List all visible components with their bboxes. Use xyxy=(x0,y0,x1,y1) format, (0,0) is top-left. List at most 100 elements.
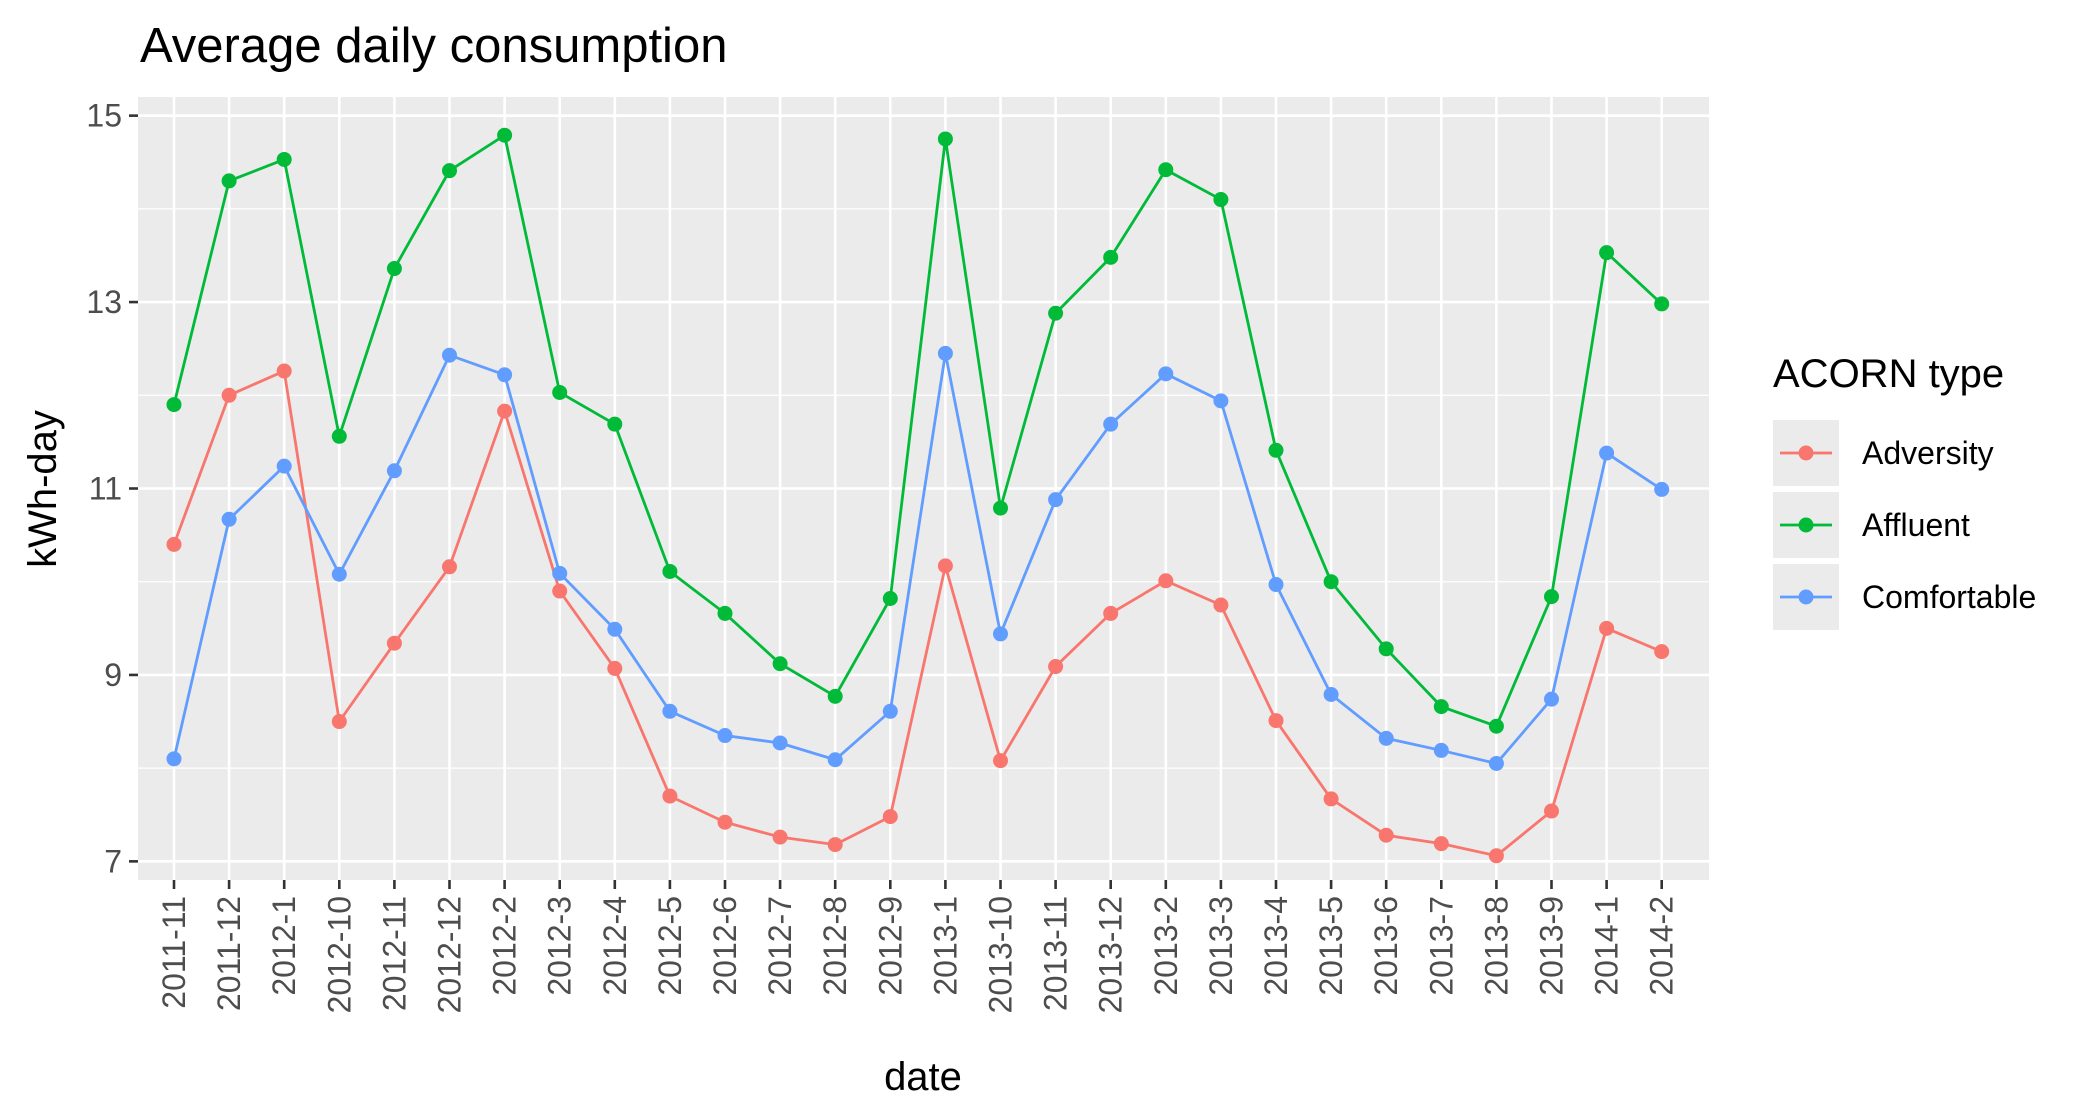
data-point-affluent xyxy=(717,605,733,621)
data-point-affluent xyxy=(1268,442,1284,458)
data-point-comfortable xyxy=(662,703,678,719)
data-point-adversity xyxy=(1378,827,1394,843)
x-axis: 2011-11 2011-12 2012-1 2012-10 2012-11 2012-1… xyxy=(156,880,1680,1013)
y-tick-label: 13 xyxy=(86,284,122,320)
x-tick-label: 2013-12 xyxy=(1093,896,1129,1013)
data-point-adversity xyxy=(1323,791,1339,807)
data-point-affluent xyxy=(1599,245,1615,261)
data-point-affluent xyxy=(497,127,513,143)
legend: ACORN type Adversity Affluent Comfortable xyxy=(1773,352,2036,630)
data-point-adversity xyxy=(276,363,292,379)
legend-label-comfortable: Comfortable xyxy=(1862,579,2036,615)
data-point-adversity xyxy=(1268,713,1284,729)
data-point-adversity xyxy=(331,714,347,730)
data-point-comfortable xyxy=(1599,445,1615,461)
data-point-adversity xyxy=(717,814,733,830)
data-point-affluent xyxy=(166,397,182,413)
x-tick-label: 2012-10 xyxy=(321,896,357,1013)
data-point-adversity xyxy=(937,558,953,574)
data-point-adversity xyxy=(386,635,402,651)
data-point-comfortable xyxy=(166,751,182,767)
data-point-comfortable xyxy=(1433,742,1449,758)
data-point-comfortable xyxy=(937,345,953,361)
data-point-adversity xyxy=(1654,644,1670,660)
data-point-comfortable xyxy=(1268,577,1284,593)
data-point-comfortable xyxy=(386,463,402,479)
x-tick-label: 2013-10 xyxy=(983,896,1019,1013)
data-point-affluent xyxy=(662,563,678,579)
data-point-adversity xyxy=(827,837,843,853)
x-tick-label: 2013-7 xyxy=(1423,896,1459,996)
x-tick-label: 2012-4 xyxy=(597,896,633,996)
x-tick-label: 2011-12 xyxy=(211,896,247,1011)
data-point-affluent xyxy=(276,151,292,167)
y-tick-label: 11 xyxy=(89,471,122,507)
series-comfortable xyxy=(166,345,1670,771)
data-point-affluent xyxy=(331,428,347,444)
data-point-affluent xyxy=(827,688,843,704)
legend-item-adversity: Adversity xyxy=(1773,420,1994,486)
data-point-comfortable xyxy=(1103,416,1119,432)
data-point-affluent xyxy=(386,261,402,277)
data-point-comfortable xyxy=(1213,393,1229,409)
data-point-comfortable xyxy=(1378,730,1394,746)
data-point-comfortable xyxy=(827,752,843,768)
x-tick-label: 2013-11 xyxy=(1038,896,1074,1011)
data-point-comfortable xyxy=(497,367,513,383)
data-point-comfortable xyxy=(221,511,237,527)
data-point-affluent xyxy=(1213,192,1229,208)
series-adversity xyxy=(166,363,1670,864)
data-point-affluent xyxy=(442,163,457,179)
x-tick-label: 2012-2 xyxy=(487,896,523,996)
x-tick-label: 2012-1 xyxy=(266,896,302,996)
data-point-comfortable xyxy=(1488,755,1504,771)
data-point-affluent xyxy=(1323,574,1339,590)
data-point-affluent xyxy=(552,384,568,400)
y-tick-label: 9 xyxy=(104,657,122,693)
data-point-adversity xyxy=(993,753,1008,769)
x-tick-label: 2013-5 xyxy=(1313,896,1349,996)
data-point-comfortable xyxy=(1654,481,1670,497)
data-point-affluent xyxy=(1488,718,1504,734)
data-point-adversity xyxy=(166,536,182,552)
series-affluent xyxy=(166,127,1670,734)
data-point-affluent xyxy=(1158,162,1174,178)
y-axis: 7 9 11 13 15 xyxy=(86,98,138,879)
data-point-comfortable xyxy=(276,458,292,474)
data-point-affluent xyxy=(1654,296,1670,312)
data-point-comfortable xyxy=(1544,691,1559,707)
data-point-affluent xyxy=(882,590,898,606)
data-point-affluent xyxy=(937,131,953,147)
series-line-affluent xyxy=(172,132,1663,728)
series-line-comfortable xyxy=(172,353,1663,766)
legend-label-affluent: Affluent xyxy=(1862,507,1970,543)
data-point-adversity xyxy=(1048,659,1064,675)
data-point-adversity xyxy=(1158,573,1174,589)
data-point-comfortable xyxy=(607,621,623,637)
x-tick-label: 2014-2 xyxy=(1644,896,1680,996)
data-point-adversity xyxy=(1544,803,1559,819)
data-point-adversity xyxy=(221,387,237,403)
data-point-comfortable xyxy=(993,626,1008,642)
data-point-comfortable xyxy=(882,703,898,719)
data-point-comfortable xyxy=(717,728,733,744)
data-point-comfortable xyxy=(1158,366,1174,382)
y-tick-label: 7 xyxy=(104,843,122,879)
x-tick-label: 2012-7 xyxy=(762,896,798,996)
data-point-comfortable xyxy=(1048,492,1064,508)
x-tick-label: 2013-8 xyxy=(1478,896,1514,996)
data-point-adversity xyxy=(1433,836,1449,852)
x-tick-label: 2014-1 xyxy=(1589,896,1625,996)
legend-key-point xyxy=(1798,517,1814,533)
x-tick-label: 2012-9 xyxy=(872,896,908,996)
data-point-comfortable xyxy=(1323,687,1339,703)
data-point-affluent xyxy=(221,173,237,189)
x-tick-label: 2012-5 xyxy=(652,896,688,996)
data-point-adversity xyxy=(607,660,623,676)
data-point-adversity xyxy=(772,829,788,845)
data-point-adversity xyxy=(497,403,513,419)
x-tick-label: 2013-3 xyxy=(1203,896,1239,996)
chart-title: Average daily consumption xyxy=(140,19,727,73)
data-point-affluent xyxy=(1103,249,1119,265)
